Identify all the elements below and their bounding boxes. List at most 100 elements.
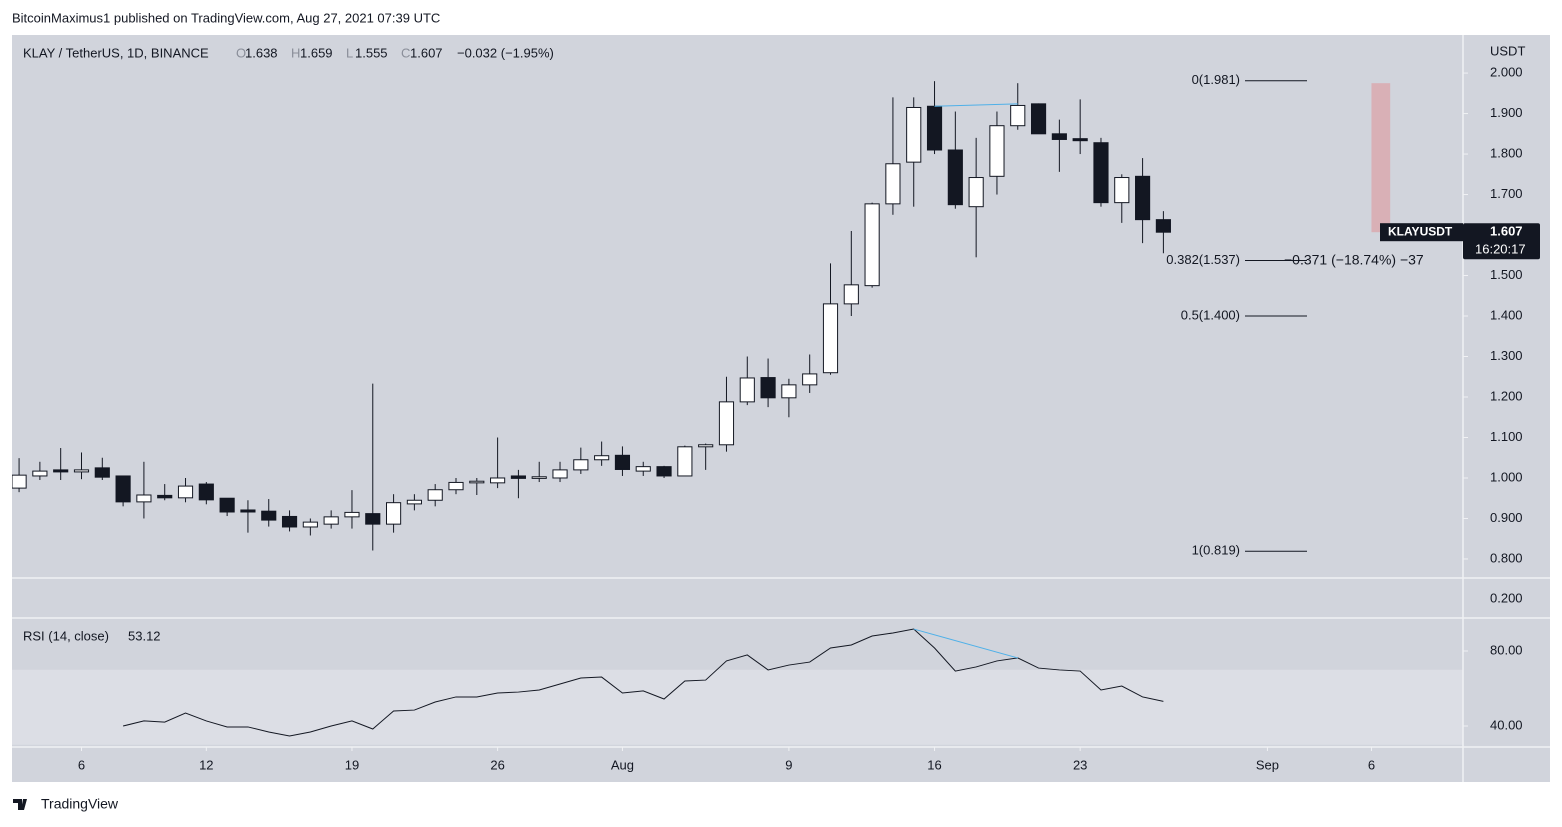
- y-tick-label: 1.700: [1490, 186, 1523, 201]
- candle-body: [698, 444, 714, 448]
- measure-range: [1371, 83, 1391, 233]
- candle-body: [760, 377, 776, 399]
- candle-body: [1093, 142, 1109, 204]
- fib-label: 0.5(1.400): [1181, 307, 1240, 322]
- candle-body: [573, 459, 589, 471]
- candle-body: [781, 384, 797, 399]
- x-tick-label: 16: [927, 757, 941, 772]
- candle-body: [906, 106, 922, 163]
- candle-body: [510, 475, 526, 479]
- y-tick-label: 1.200: [1490, 388, 1523, 403]
- rsi-tick-label: 40.00: [1490, 717, 1523, 732]
- axis-unit: USDT: [1490, 43, 1525, 58]
- candle-body: [1030, 103, 1047, 135]
- candle-body: [802, 373, 818, 386]
- x-tick-label: 6: [78, 757, 85, 772]
- legend-key: L: [346, 45, 353, 60]
- candle-body: [822, 303, 839, 374]
- candle-body: [427, 489, 443, 501]
- candle-body: [469, 480, 485, 484]
- legend-value: 1.638: [245, 45, 278, 60]
- price-tag-box: [1463, 223, 1540, 260]
- candle-body: [94, 467, 110, 478]
- candle-body: [406, 499, 422, 505]
- x-tick-label: 19: [345, 757, 359, 772]
- legend-key: O: [236, 45, 246, 60]
- y-tick-label: 1.100: [1490, 429, 1523, 444]
- y-tick-label: 1.900: [1490, 105, 1523, 120]
- candle-body: [1155, 219, 1171, 233]
- candle-body: [843, 284, 859, 305]
- candle-body: [989, 125, 1005, 177]
- y-tick-label: 1.400: [1490, 307, 1523, 322]
- legend-key: C: [401, 45, 410, 60]
- rsi-band: [12, 669, 1463, 745]
- candle-body: [1135, 175, 1151, 221]
- candle-body: [968, 177, 984, 208]
- publish-header: BitcoinMaximus1 published on TradingView…: [12, 10, 440, 25]
- candle-body: [12, 474, 27, 489]
- candle-body: [1072, 138, 1088, 142]
- legend-value: 1.607: [410, 45, 443, 60]
- candle-body: [739, 377, 755, 403]
- fib-label: 0(1.981): [1192, 72, 1240, 87]
- rsi-label: RSI (14, close): [23, 628, 109, 643]
- candle-body: [490, 477, 506, 484]
- candle-body: [73, 469, 90, 473]
- y-tick-label: 1.500: [1490, 267, 1523, 282]
- price-tag-countdown: 16:20:17: [1475, 242, 1526, 257]
- candle-body: [1051, 133, 1067, 140]
- candle-body: [552, 469, 568, 479]
- price-tag-symbol: KLAYUSDT: [1388, 224, 1453, 238]
- chart-background: [12, 35, 1550, 782]
- candle-body: [281, 515, 298, 528]
- candle-body: [531, 476, 547, 479]
- price-pane: 0(1.981) 0.382(1.537) 0.5(1.400) 1(0.819) −0…: [12, 72, 1424, 558]
- candle-body: [240, 509, 256, 513]
- candle-body: [718, 401, 735, 446]
- x-tick-label: 9: [785, 757, 792, 772]
- rsi-current: 53.12: [128, 628, 161, 643]
- x-tick-label: Aug: [611, 757, 634, 772]
- candle-body: [656, 466, 672, 477]
- candle-body: [1114, 177, 1130, 204]
- y-tick-label: 0.800: [1490, 550, 1523, 565]
- y-tick-label: 2.000: [1490, 65, 1523, 80]
- rsi-trendline: [913, 628, 1018, 659]
- y-tick-label: 1.300: [1490, 348, 1523, 363]
- candle-body: [926, 105, 943, 151]
- legend-key: H: [291, 45, 300, 60]
- price-tag-price: 1.607: [1490, 224, 1523, 239]
- candle-body: [635, 466, 651, 472]
- trendline: [934, 103, 1018, 107]
- candle-body: [198, 483, 214, 501]
- rsi-pane: [122, 628, 1164, 737]
- x-tick-label: 6: [1368, 757, 1375, 772]
- fib-label: 0.382(1.537): [1166, 252, 1240, 267]
- candle-body: [32, 470, 48, 477]
- y-tick-label: 1.000: [1490, 469, 1523, 484]
- legend-value: 1.555: [355, 45, 388, 60]
- candle-body: [448, 481, 464, 491]
- y-tick-label: 1.800: [1490, 145, 1523, 160]
- x-tick-label: 12: [199, 757, 213, 772]
- legend-symbol: KLAY / TetherUS, 1D, BINANCE: [23, 45, 209, 60]
- candle-body: [885, 163, 901, 205]
- legend-change: −0.032 (−1.95%): [457, 45, 554, 60]
- x-tick-label: 26: [490, 757, 504, 772]
- y-tick-label: 0.900: [1490, 510, 1523, 525]
- x-tick-label: Sep: [1256, 757, 1279, 772]
- price-tag-symbol-box: [1380, 223, 1463, 242]
- rsi-tick-label: 80.00: [1490, 642, 1523, 657]
- candle-body: [594, 455, 610, 461]
- candle-body: [177, 485, 194, 499]
- candle-body: [365, 513, 381, 525]
- y-tick-label: 0.200: [1490, 590, 1523, 605]
- candle-body: [323, 516, 339, 525]
- x-tick-label: 23: [1073, 757, 1087, 772]
- measure-label: −0.371 (−18.74%) −37: [1284, 252, 1424, 268]
- candle-body: [115, 475, 131, 503]
- fib-label: 1(0.819): [1192, 543, 1240, 558]
- candle-body: [1010, 104, 1026, 127]
